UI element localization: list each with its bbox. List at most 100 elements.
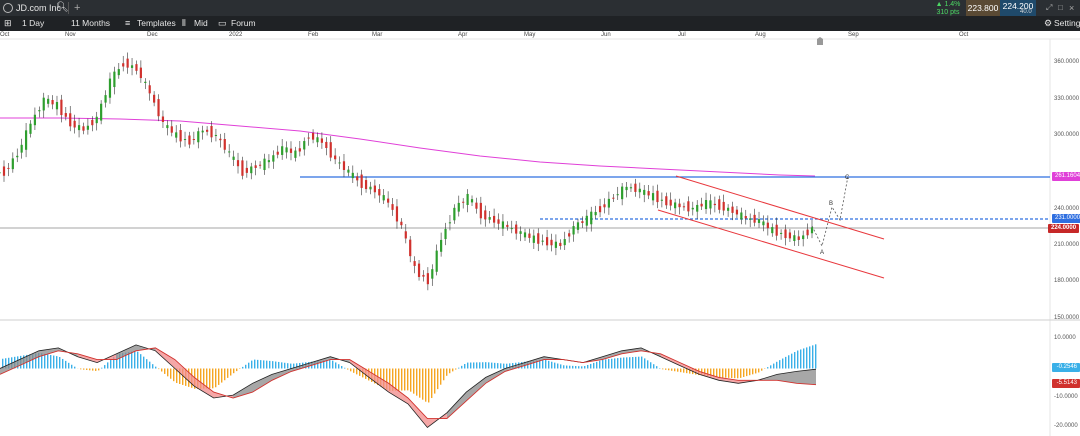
buy-price-button[interactable]: 224.200 40.0 <box>1000 0 1036 16</box>
macd-histogram-bar <box>422 368 424 400</box>
candle-body <box>69 113 72 127</box>
macd-histogram-bar <box>245 364 247 369</box>
candle-body <box>214 134 218 136</box>
macd-histogram-bar <box>794 352 796 369</box>
macd-histogram-bar <box>116 354 118 369</box>
candle-body <box>197 131 200 143</box>
candle-body <box>7 167 10 169</box>
gear-icon[interactable]: ⚙ <box>1044 18 1053 28</box>
macd-histogram-bar <box>395 368 397 391</box>
candle-body <box>60 99 63 116</box>
templates-button[interactable]: Templates <box>137 18 176 28</box>
channel-upper-line[interactable] <box>675 175 885 240</box>
macd-histogram-bar <box>497 363 499 369</box>
macd-line <box>0 344 817 429</box>
mid-price-toggle[interactable]: Mid <box>194 18 208 28</box>
indicators-icon[interactable]: ≡ <box>125 18 131 28</box>
moving-average-line <box>0 117 816 177</box>
price-axis-label: 360.0000 <box>1054 59 1080 65</box>
macd-histogram-bar <box>68 362 70 369</box>
candle-type-icon[interactable]: ⫴ <box>182 18 186 28</box>
candle-body <box>607 198 610 208</box>
macd-histogram-bar <box>476 362 478 369</box>
candle-body <box>709 200 712 209</box>
candle-body <box>223 139 226 150</box>
candle-body <box>20 144 23 153</box>
time-axis-label: Sep <box>848 32 859 38</box>
candle-body <box>696 204 699 212</box>
candle-body <box>82 126 85 131</box>
candle-body <box>38 110 41 112</box>
macd-histogram-bar <box>776 361 778 369</box>
candle-body <box>541 240 544 242</box>
candle-body <box>718 199 721 210</box>
macd-histogram-bar <box>53 355 55 369</box>
forum-icon[interactable]: ▭ <box>218 18 227 28</box>
macd-histogram-bar <box>635 356 637 369</box>
macd-histogram-bar <box>344 367 346 369</box>
macd-histogram-bar <box>608 359 610 369</box>
macd-histogram-bar <box>650 362 652 369</box>
event-marker-icon[interactable] <box>817 37 823 45</box>
macd-histogram-bar <box>626 357 628 369</box>
macd-histogram-bar <box>215 368 217 388</box>
add-tab-icon[interactable]: + <box>74 2 81 14</box>
range-selector[interactable]: 11 Months <box>71 18 111 28</box>
forum-button[interactable]: Forum <box>231 18 256 28</box>
macd-histogram-bar <box>287 363 289 369</box>
macd-histogram-bar <box>122 353 124 369</box>
macd-histogram-bar <box>572 365 574 369</box>
last-price-tag: 224.0000 <box>1048 224 1080 233</box>
candle-body <box>475 202 478 209</box>
macd-histogram-bar <box>326 360 328 369</box>
macd-histogram-bar <box>341 365 343 369</box>
macd-histogram-bar <box>668 368 670 371</box>
candle-body <box>537 233 540 244</box>
instrument-info-icon[interactable] <box>3 3 13 13</box>
candle-body <box>258 164 262 166</box>
macd-histogram-bar <box>320 360 322 369</box>
search-icon[interactable]: 🔍︎ <box>56 2 69 13</box>
projection-path[interactable] <box>811 175 849 248</box>
macd-histogram-bar <box>404 368 406 391</box>
macd-histogram-bar <box>233 368 235 374</box>
candle-body <box>175 132 178 138</box>
macd-histogram-bar <box>503 363 505 369</box>
settings-button[interactable]: Settings <box>1054 18 1080 28</box>
candle-body <box>210 125 213 138</box>
instrument-name[interactable]: JD.com Inc <box>16 3 62 13</box>
candle-body <box>426 273 429 285</box>
wave-label-c: C <box>845 175 850 181</box>
macd-histogram-bar <box>674 368 676 372</box>
macd-axis-label: -20.0000 <box>1054 423 1078 429</box>
macd-histogram-bar <box>749 368 751 376</box>
macd-axis-label: 10.0000 <box>1054 335 1076 341</box>
candle-body <box>387 198 390 203</box>
macd-histogram-bar <box>464 364 466 369</box>
candle-body <box>298 148 301 152</box>
candle-body <box>691 207 694 210</box>
candle-body <box>643 189 646 195</box>
candle-body <box>417 263 421 277</box>
restore-icon[interactable]: □ <box>1058 3 1063 12</box>
candle-body <box>744 216 747 219</box>
wave-label-b: B <box>829 201 833 207</box>
macd-histogram-bar <box>809 346 811 369</box>
close-icon[interactable]: × <box>1069 3 1075 13</box>
candle-body <box>612 197 615 199</box>
interval-selector[interactable]: 1 Day <box>22 18 45 28</box>
macd-histogram-bar <box>89 368 91 371</box>
candle-body <box>170 126 173 133</box>
candle-body <box>0 172 1 174</box>
candle-body <box>148 85 151 94</box>
macd-histogram-bar <box>587 364 589 369</box>
layout-grid-icon[interactable]: ⊞ <box>4 18 12 28</box>
channel-lower-line[interactable] <box>657 209 885 279</box>
time-axis-label: Aug <box>755 32 766 38</box>
sell-price-button[interactable]: 223.800 <box>966 0 1000 16</box>
macd-histogram-bar <box>335 362 337 369</box>
macd-histogram-bar <box>110 359 112 369</box>
macd-histogram-bar <box>203 368 205 389</box>
expand-icon[interactable]: ⤢ <box>1046 3 1053 12</box>
